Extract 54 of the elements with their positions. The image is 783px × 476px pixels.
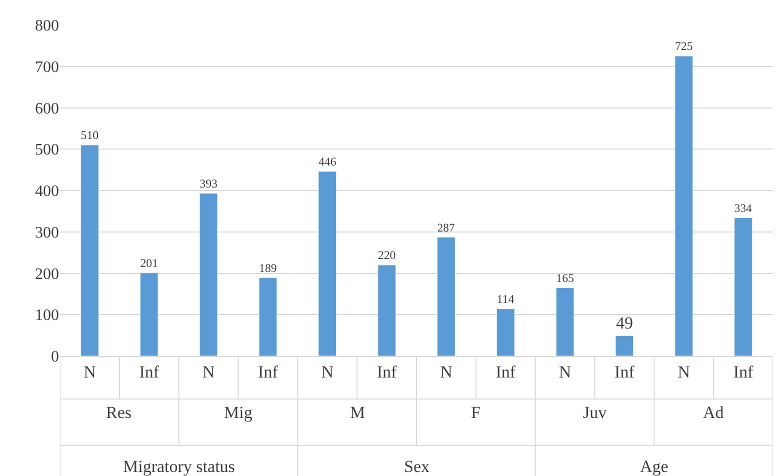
data-label: 725 [674,39,693,54]
text: Juv [583,403,608,422]
x-tick-label: Inf [614,362,635,382]
data-label: 201 [140,256,158,270]
x-tick-label: Inf [376,362,398,382]
text: Sex [404,457,430,476]
x-tick-label: Inf [733,362,754,382]
text: Age [640,457,668,476]
y-tick-label: 800 [35,18,59,35]
text: M [350,403,366,422]
bar [199,193,218,356]
text: Ad [703,403,724,422]
bar [318,171,337,356]
x-tick-label: Inf [258,362,278,382]
y-tick-label: 700 [35,58,59,76]
y-tick-label: 100 [35,307,59,324]
text: Mig [224,403,253,422]
data-label: 114 [496,292,514,306]
data-label: 510 [80,128,99,142]
x-tick-label: N [678,362,690,382]
data-label: 334 [734,202,752,216]
bar [556,287,574,356]
bar [496,308,515,356]
bar [80,144,99,356]
bar [674,56,694,356]
text: Migratory status [123,457,235,476]
bar [437,237,456,356]
x-tick-label: Inf [496,362,516,382]
data-label: 165 [556,270,574,285]
data-label: 189 [259,261,277,276]
bar [258,278,278,356]
data-label: 446 [318,154,336,169]
bar [734,218,752,356]
data-label: 220 [378,248,396,262]
bar [140,272,158,356]
x-tick-label: Inf [139,362,160,382]
data-label: 287 [437,222,455,235]
x-tick-label: N [321,362,334,382]
text: Res [106,403,132,422]
data-label: 393 [200,176,218,191]
y-tick-label: 300 [35,224,59,242]
x-tick-label: N [440,362,452,382]
y-tick-label: 400 [35,183,59,200]
x-tick-label: N [202,362,215,382]
text: F [471,403,480,422]
x-tick-label: N [84,362,96,382]
bar [378,264,396,356]
bar [615,335,634,356]
y-tick-label: 600 [35,100,59,118]
y-tick-label: 0 [51,348,59,366]
x-tick-label: N [558,362,572,382]
data-label: 49 [616,314,633,333]
y-tick-label: 200 [35,266,59,283]
y-tick-label: 500 [35,142,59,159]
